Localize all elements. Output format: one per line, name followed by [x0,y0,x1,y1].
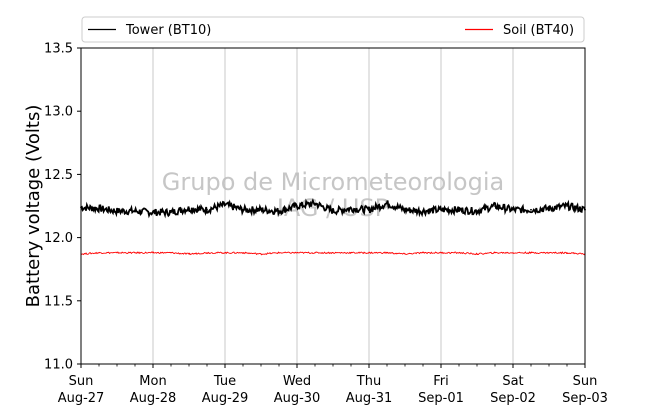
tower-point [566,205,568,207]
tower-point [332,210,334,212]
x-tick-label-day: Mon [139,374,166,389]
tower-point [206,208,208,211]
tower-point [278,210,280,212]
soil-point [458,252,460,254]
y-tick-label: 13.0 [44,105,73,120]
x-tick-label-date: Aug-29 [202,391,249,406]
x-axis: Sun Aug-27 Mon Aug-28 Tue Aug-29 Wed Aug-30 Thu A… [58,364,608,406]
x-tick-label-date: Sep-02 [490,391,536,406]
y-tick-label: 12.0 [44,231,73,246]
watermark-line-1: Grupo de Micrometeorologia [162,168,504,196]
tower-point [188,207,190,210]
x-tick-label-date: Sep-01 [418,391,464,406]
soil-point [134,252,136,254]
tower-point [404,208,406,211]
soil-point [566,252,568,254]
x-tick-label-day: Wed [283,374,311,389]
tower-point [170,211,172,214]
soil-point [530,252,532,254]
y-tick-label: 13.5 [44,42,73,57]
soil-point [314,252,316,254]
legend-box [81,16,585,43]
tower-point [152,211,154,214]
x-tick-label-date: Aug-30 [274,391,321,406]
tower-point [458,208,460,211]
soil-point [440,252,442,254]
soil-point [170,252,172,254]
tower-point [296,205,298,207]
soil-point [512,252,514,254]
tower-point [386,202,388,205]
soil-point [386,252,388,254]
x-tick-label-day: Fri [433,374,449,389]
x-tick-label-day: Sun [69,374,94,389]
x-tick-label-day: Sun [573,374,598,389]
tower-point [548,207,550,210]
soil-point [476,253,478,255]
soil-point [296,252,298,254]
x-tick-label-date: Aug-31 [346,391,393,406]
soil-point [548,252,550,254]
soil-point [188,253,190,255]
tower-point [98,207,100,210]
soil-point [278,252,280,254]
x-tick-label-day: Sat [502,374,523,389]
soil-point [98,252,100,254]
tower-point [440,208,442,211]
legend-label-tower: Tower (BT10) [125,23,211,38]
tower-point [260,208,262,211]
tower-point [494,205,496,207]
legend-label-soil: Soil (BT40) [503,23,574,38]
tower-line [80,198,586,219]
tower-point [350,207,352,210]
legend: Tower (BT10) Soil (BT40) [81,16,585,43]
tower-point [530,208,532,211]
x-tick-label-date: Aug-27 [58,391,105,406]
soil-point [116,252,118,254]
soil-point [332,252,334,254]
x-tick-label-date: Sep-03 [562,391,608,406]
soil-point [494,252,496,254]
soil-point [152,252,154,254]
soil-point [404,253,406,255]
tower-point [116,210,118,212]
soil-point [350,252,352,254]
y-tick-label: 11.0 [44,358,73,373]
soil-point [206,252,208,254]
soil-point [422,252,424,254]
soil-point [368,252,370,254]
tower-point [224,203,226,206]
tower-point [476,210,478,212]
tower-point [134,210,136,212]
watermark-line-2: IAG / USP [277,194,389,222]
series-soil [80,251,586,256]
tower-point [314,202,316,205]
soil-point [242,252,244,254]
x-tick-label-day: Thu [356,374,381,389]
y-tick-label: 11.5 [44,294,73,309]
y-axis: 11.0 11.5 12.0 12.5 13.0 13.5 [44,42,81,373]
tower-point [242,208,244,211]
tower-point [422,210,424,212]
x-tick-label-date: Aug-28 [130,391,177,406]
y-tick-label: 12.5 [44,168,73,183]
tower-point [368,208,370,211]
soil-point [224,252,226,254]
tower-point [512,208,514,211]
plot-area [81,48,585,364]
y-axis-label: Battery voltage (Volts) [23,105,44,308]
x-tick-label-day: Tue [213,374,236,389]
soil-point [260,253,262,255]
